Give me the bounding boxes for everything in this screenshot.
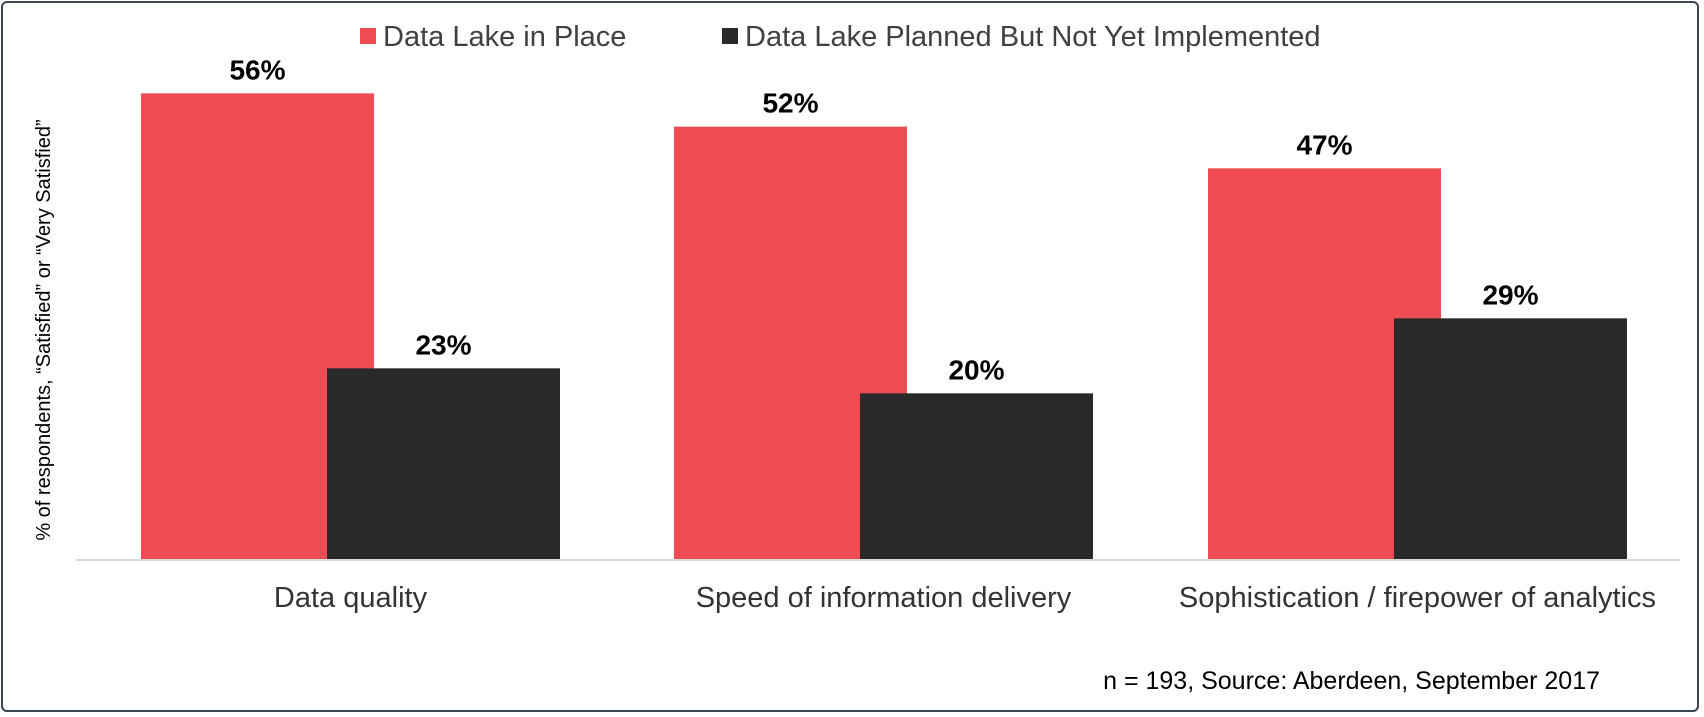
y-axis-title: % of respondents, “Satisfied” or “Very S… [33, 119, 55, 540]
value-label-1-3: 47% [1296, 129, 1352, 160]
legend-label-1: Data Lake in Place [383, 21, 626, 53]
category-label-2: Speed of information delivery [696, 582, 1072, 614]
bar-2-2 [860, 393, 1093, 560]
bars: 56% 23% 52% 20% 47% 29% [141, 54, 1627, 561]
legend-swatch-1 [360, 28, 376, 44]
legend: Data Lake in Place Data Lake Planned But … [360, 21, 1321, 53]
value-label-2-1: 23% [415, 329, 471, 360]
legend-swatch-2 [722, 28, 738, 44]
value-label-1-2: 52% [762, 88, 818, 119]
legend-label-2: Data Lake Planned But Not Yet Implemente… [745, 21, 1321, 53]
value-label-2-3: 29% [1482, 279, 1538, 310]
value-label-2-2: 20% [948, 354, 1004, 385]
bar-2-1 [327, 368, 560, 560]
value-label-1-1: 56% [229, 54, 285, 85]
category-label-3: Sophistication / firepower of analytics [1179, 582, 1656, 614]
source-note: n = 193, Source: Aberdeen, September 201… [1103, 667, 1600, 695]
category-labels: Data quality Speed of information deliver… [274, 582, 1656, 614]
category-label-1: Data quality [274, 582, 428, 614]
bar-2-3 [1394, 318, 1627, 560]
